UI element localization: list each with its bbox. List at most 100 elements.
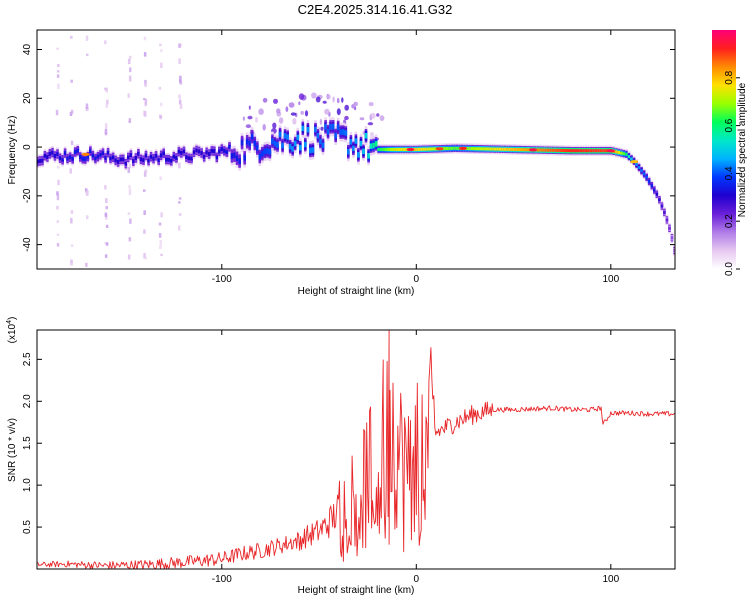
heatmap-cell xyxy=(256,145,259,151)
heatmap-cell xyxy=(673,249,675,252)
heatmap-cell xyxy=(615,150,618,154)
heatmap-cell xyxy=(296,134,300,141)
heatmap-cell xyxy=(314,126,317,133)
heatmap-cell xyxy=(258,153,262,160)
heatmap-noise-cell xyxy=(143,98,146,101)
heatmap-noise-cell xyxy=(255,116,258,123)
heatmap-noise-cell xyxy=(57,179,60,186)
spectrogram-marks xyxy=(37,35,675,267)
heatmap-cell xyxy=(400,148,403,151)
x-tick-label: 0 xyxy=(414,274,420,285)
heatmap-cell xyxy=(554,148,557,152)
heatmap-cell xyxy=(536,148,540,152)
heatmap-noise-cell xyxy=(105,104,108,108)
heatmap-cell xyxy=(402,148,406,151)
heatmap-noise-cell xyxy=(179,104,183,109)
heatmap-noise-cell xyxy=(127,167,130,174)
heatmap-cell xyxy=(369,143,373,149)
heatmap-cell xyxy=(367,153,370,159)
heatmap-noise-cell xyxy=(248,105,251,110)
heatmap-cell xyxy=(453,146,456,150)
heatmap-noise-cell xyxy=(128,118,132,121)
colorbar-tick-label: 0.8 xyxy=(724,70,735,84)
heatmap-cell xyxy=(564,149,568,153)
heatmap-noise-cell xyxy=(129,55,132,59)
heatmap-noise-cell xyxy=(276,108,281,114)
heatmap-cell xyxy=(577,149,580,153)
heatmap-cell xyxy=(422,147,426,151)
heatmap-cell xyxy=(311,147,315,153)
heatmap-noise-cell xyxy=(278,117,284,124)
heatmap-noise-cell xyxy=(85,190,89,195)
heatmap-cell xyxy=(200,151,203,155)
heatmap-cell xyxy=(37,159,39,164)
heatmap-cell xyxy=(468,147,471,151)
heatmap-cell xyxy=(503,147,507,151)
heatmap-cell xyxy=(372,142,375,149)
heatmap-noise-cell xyxy=(105,206,108,210)
heatmap-noise-cell xyxy=(70,35,73,39)
heatmap-noise-cell xyxy=(70,244,74,247)
y-tick-label: -40 xyxy=(22,237,33,252)
heatmap-noise-cell xyxy=(129,67,132,73)
heatmap-cell xyxy=(344,130,348,136)
heatmap-noise-cell xyxy=(86,215,89,220)
heatmap-cell xyxy=(316,133,320,139)
heatmap-cell xyxy=(448,147,451,150)
heatmap-cell xyxy=(574,149,578,153)
heatmap-cell xyxy=(387,148,391,151)
colorbar: 0.0 0.2 0.4 0.6 0.8 Normalized spectral ampl… xyxy=(712,30,748,276)
heatmap-cell xyxy=(276,142,279,148)
heatmap-noise-cell xyxy=(178,201,181,204)
heatmap-cell xyxy=(617,151,621,154)
heatmap-cell xyxy=(162,151,165,156)
heatmap-cell xyxy=(271,138,274,144)
heatmap-noise-cell xyxy=(57,63,60,68)
y-tick-label: 2.0 xyxy=(22,394,33,408)
heatmap-cell xyxy=(119,157,122,162)
heatmap-cell xyxy=(99,152,102,157)
heatmap-cell xyxy=(79,155,82,159)
heatmap-cell xyxy=(379,148,383,151)
heatmap-cell xyxy=(134,156,138,160)
heatmap-noise-cell xyxy=(85,107,88,111)
y-tick-label: -20 xyxy=(22,188,33,203)
heatmap-cell xyxy=(364,133,368,139)
heatmap-peak-cell xyxy=(459,146,467,150)
heatmap-noise-cell xyxy=(57,165,60,169)
heatmap-noise-cell xyxy=(128,163,132,169)
x-tick-label: 100 xyxy=(602,574,619,585)
heatmap-noise-cell xyxy=(56,194,60,201)
heatmap-peak-cell xyxy=(606,149,615,153)
heatmap-cell xyxy=(215,155,219,160)
heatmap-cell xyxy=(106,150,110,155)
heatmap-cell xyxy=(86,154,90,159)
x-tick-label: -100 xyxy=(212,274,232,285)
heatmap-cell xyxy=(653,188,656,192)
heatmap-cell xyxy=(177,149,181,154)
heatmap-cell xyxy=(544,148,547,152)
heatmap-noise-cell xyxy=(144,256,147,260)
heatmap-noise-cell xyxy=(178,58,181,65)
heatmap-cell xyxy=(58,156,62,161)
heatmap-cell xyxy=(415,148,418,151)
heatmap-cell xyxy=(142,158,145,163)
heatmap-cell xyxy=(331,124,335,130)
heatmap-noise-cell xyxy=(285,106,289,112)
y-tick-label: 20 xyxy=(22,92,33,104)
heatmap-cell xyxy=(139,157,143,162)
heatmap-noise-cell xyxy=(324,108,330,115)
heatmap-cell xyxy=(324,124,327,130)
heatmap-cell xyxy=(483,147,487,151)
heatmap-noise-cell xyxy=(359,117,365,121)
heatmap-noise-cell xyxy=(326,94,331,100)
heatmap-cell xyxy=(559,149,562,152)
heatmap-cell xyxy=(359,140,363,147)
heatmap-cell xyxy=(549,148,552,152)
heatmap-cell xyxy=(187,156,191,161)
heatmap-cell xyxy=(109,156,112,161)
heatmap-noise-cell xyxy=(178,225,181,231)
heatmap-cell xyxy=(551,148,555,152)
heatmap-cell xyxy=(390,148,393,151)
